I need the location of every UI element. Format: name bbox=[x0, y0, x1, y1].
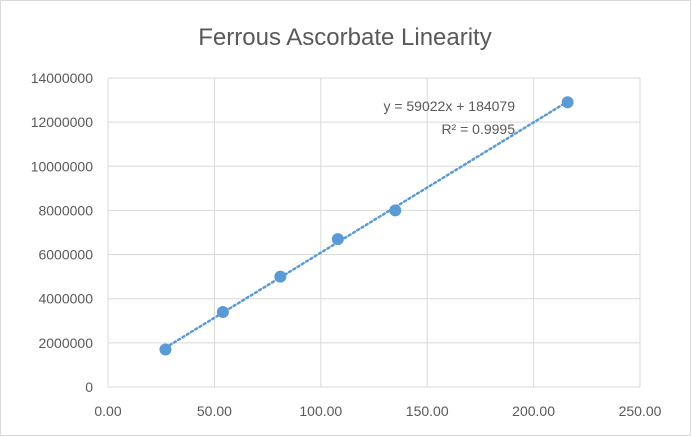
chart-title: Ferrous Ascorbate Linearity bbox=[198, 24, 491, 51]
gridlines bbox=[107, 77, 641, 388]
trendline-r-squared: R² = 0.9995 bbox=[441, 121, 515, 137]
data-point bbox=[159, 343, 172, 356]
x-tick-label: 50.00 bbox=[197, 403, 232, 419]
x-tick-label: 200.00 bbox=[512, 403, 555, 419]
data-points bbox=[159, 96, 574, 356]
x-axis-tick-labels: 0.00 50.00 100.00 150.00 200.00 250.00 bbox=[94, 403, 661, 419]
y-tick-label: 4000000 bbox=[38, 291, 93, 307]
data-point bbox=[274, 270, 287, 283]
y-tick-label: 6000000 bbox=[38, 247, 93, 263]
y-tick-label: 14000000 bbox=[31, 70, 94, 86]
data-point bbox=[216, 305, 229, 318]
trendline-group bbox=[164, 100, 569, 350]
y-axis-tick-labels: 0 2000000 4000000 6000000 8000000 10000000 120… bbox=[31, 70, 94, 395]
x-tick-label: 100.00 bbox=[299, 403, 342, 419]
x-tick-label: 250.00 bbox=[619, 403, 662, 419]
trendline bbox=[164, 100, 569, 350]
y-tick-label: 2000000 bbox=[38, 335, 93, 351]
y-tick-label: 10000000 bbox=[31, 158, 94, 174]
data-point bbox=[389, 204, 402, 217]
x-tick-label: 0.00 bbox=[94, 403, 121, 419]
trendline-equation: y = 59022x + 184079 bbox=[383, 98, 515, 114]
data-point bbox=[561, 96, 574, 109]
y-tick-label: 0 bbox=[85, 379, 93, 395]
y-tick-label: 12000000 bbox=[31, 114, 94, 130]
x-tick-label: 150.00 bbox=[406, 403, 449, 419]
data-point bbox=[331, 233, 344, 246]
y-tick-label: 8000000 bbox=[38, 202, 93, 218]
